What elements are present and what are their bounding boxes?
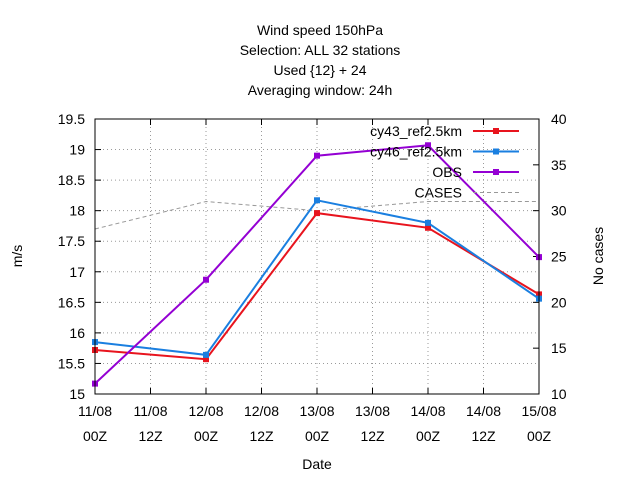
y-tick-label: 16.5: [58, 294, 85, 310]
y2-tick-label: 20: [551, 294, 567, 310]
y2-tick-label: 25: [551, 249, 567, 265]
y-tick-label: 17: [69, 264, 85, 280]
y2-tick-label: 15: [551, 340, 567, 356]
legend-marker: [493, 128, 499, 134]
x-tick-label: 14/08: [410, 403, 445, 419]
data-point: [314, 210, 320, 217]
legend: cy43_ref2.5km cy46_ref2.5km OBS CASES: [370, 123, 519, 201]
legend-label: OBS: [432, 164, 462, 180]
title-line: Wind speed 150hPa: [257, 22, 383, 38]
x-tick-label: 12/08: [188, 403, 223, 419]
x-tick-label: 11/08: [78, 403, 112, 419]
y-tick-label: 19: [69, 142, 85, 158]
y2-tick-label: 10: [551, 386, 567, 402]
x-tick-label: 12Z: [471, 428, 496, 444]
title-line: Selection: ALL 32 stations: [240, 42, 401, 58]
y-axis-label: m/s: [9, 245, 25, 268]
x-tick-label: 00Z: [416, 428, 441, 444]
x-tick-label: 00Z: [527, 428, 552, 444]
data-point: [425, 142, 431, 149]
x-tick-label: 12/08: [244, 403, 279, 419]
chart-title: Wind speed 150hPa Selection: ALL 32 stat…: [240, 22, 401, 98]
y-tick-label: 19.5: [58, 111, 85, 127]
data-point: [314, 197, 320, 204]
data-point: [203, 276, 209, 283]
title-line: Used {12} + 24: [273, 62, 366, 78]
legend-label: CASES: [415, 185, 462, 201]
x-tick-label: 12Z: [138, 428, 163, 444]
x-tick-label: 11/08: [134, 403, 168, 419]
data-point: [203, 351, 209, 358]
x-tick-label: 00Z: [83, 428, 108, 444]
y-tick-label: 17.5: [58, 233, 85, 249]
legend-marker: [493, 169, 499, 175]
data-point: [425, 219, 431, 226]
legend-marker: [493, 148, 499, 155]
x-tick-label: 00Z: [305, 428, 330, 444]
x-axis-label: Date: [302, 456, 332, 472]
x-tick-label: 14/08: [466, 403, 501, 419]
x-tick-label: 12Z: [360, 428, 385, 444]
y-tick-label: 15: [69, 386, 85, 402]
x-tick-label: 00Z: [194, 428, 219, 444]
y-tick-label: 16: [69, 325, 85, 341]
data-point: [203, 356, 209, 363]
data-point: [314, 152, 320, 159]
y2-tick-label: 30: [551, 203, 567, 219]
y2-axis-label: No cases: [590, 227, 606, 285]
x-tick-label: 13/08: [355, 403, 390, 419]
y-tick-label: 18: [69, 203, 85, 219]
y-tick-label: 15.5: [58, 355, 85, 371]
y2-tick-label: 40: [551, 111, 567, 127]
legend-label: cy46_ref2.5km: [370, 144, 462, 160]
legend-label: cy43_ref2.5km: [370, 123, 462, 139]
axes: 11/08 00Z 11/08 12Z 12/08 00Z 12/08 12Z 13/08 00Z…: [58, 111, 567, 444]
series-layer: [92, 142, 542, 387]
data-point: [425, 224, 431, 231]
title-line: Averaging window: 24h: [248, 82, 393, 98]
plot-frame: [94, 118, 540, 395]
grid-lines: [95, 119, 539, 394]
x-tick-label: 12Z: [249, 428, 274, 444]
y2-tick-label: 35: [551, 157, 567, 173]
y-tick-label: 18.5: [58, 172, 85, 188]
x-tick-label: 15/08: [521, 403, 556, 419]
x-tick-label: 13/08: [299, 403, 334, 419]
